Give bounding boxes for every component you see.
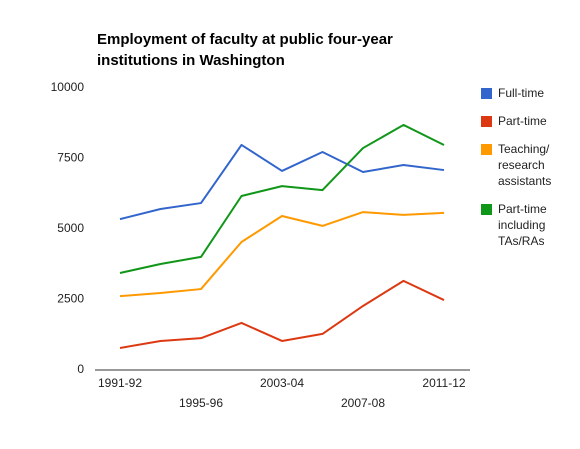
y-tick-label: 2500 (57, 292, 84, 306)
series-line (119, 123, 445, 274)
legend-swatch (481, 88, 492, 99)
x-tick-label: 1995-96 (179, 396, 223, 410)
x-tick-label: 2007-08 (341, 396, 385, 410)
legend-label: Teaching/research assistants (498, 142, 551, 188)
chart-title: Employment of faculty at public four-yea… (97, 31, 393, 48)
legend-swatch (481, 204, 492, 215)
chart-title: institutions in Washington (97, 52, 285, 69)
legend-swatch (481, 116, 492, 127)
series-line (119, 279, 445, 349)
y-tick-label: 7500 (57, 151, 84, 165)
x-tick-label: 2011-12 (422, 376, 465, 390)
y-tick-label: 5000 (57, 221, 84, 235)
x-tick-label: 1991-92 (98, 376, 142, 390)
series-line (119, 211, 445, 298)
legend-label: Full-time (498, 86, 544, 100)
y-tick-label: 10000 (51, 80, 85, 94)
legend-label: Part-time including TAs/RAs (498, 202, 547, 248)
legend-swatch (481, 144, 492, 155)
y-tick-label: 0 (77, 362, 84, 376)
series-line (119, 143, 445, 221)
x-tick-label: 2003-04 (260, 376, 304, 390)
legend-label: Part-time (498, 114, 547, 128)
